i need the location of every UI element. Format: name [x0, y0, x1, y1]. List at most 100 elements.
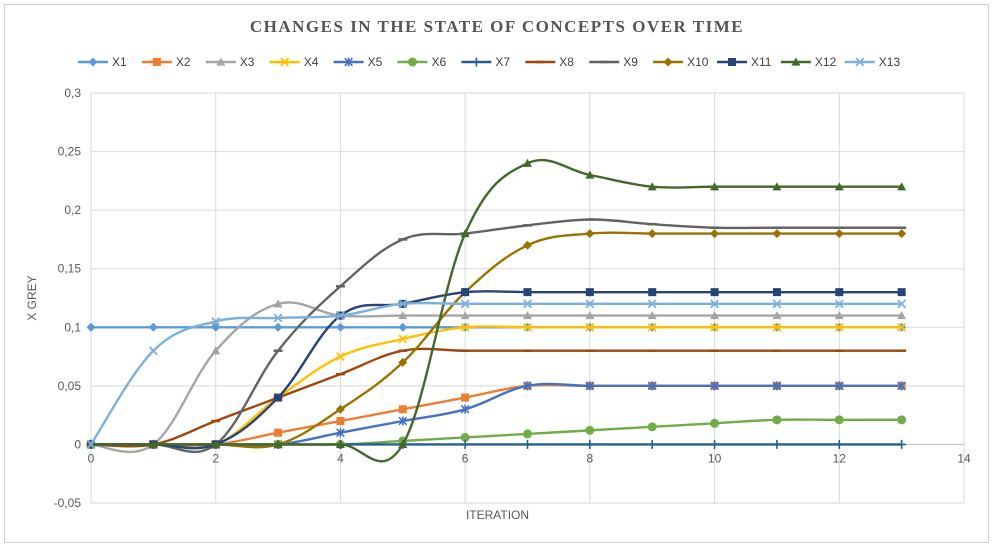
data-point	[834, 415, 844, 425]
data-point	[710, 322, 720, 332]
series-x12	[86, 158, 907, 463]
legend-item-x7: X7	[461, 55, 510, 69]
legend-label: X4	[304, 55, 319, 69]
data-point	[398, 439, 408, 449]
data-point	[344, 57, 353, 67]
data-point	[148, 322, 158, 332]
series-x13	[86, 299, 907, 449]
data-point	[728, 58, 736, 66]
data-point	[460, 229, 470, 238]
data-point	[398, 416, 408, 426]
x-tick-label: 8	[587, 451, 594, 465]
data-point	[460, 432, 470, 442]
series-x10	[86, 229, 907, 449]
data-point	[398, 405, 407, 414]
data-point	[523, 439, 532, 449]
data-point	[274, 428, 283, 437]
data-point	[335, 439, 345, 449]
data-point	[523, 381, 532, 391]
data-point	[834, 299, 844, 309]
legend-item-x12: X12	[780, 55, 837, 69]
data-point	[216, 57, 226, 66]
data-point	[523, 429, 532, 439]
legend-item-x13: X13	[844, 55, 901, 69]
legend-item-x1: X1	[78, 55, 127, 69]
data-point	[523, 240, 532, 250]
data-point	[460, 311, 470, 320]
data-point	[523, 322, 532, 332]
data-point	[772, 381, 782, 391]
data-point	[461, 288, 470, 297]
data-point	[460, 439, 470, 449]
legend-label: X12	[815, 55, 837, 69]
data-point	[460, 404, 470, 414]
chart-title: CHANGES IN THE STATE OF CONCEPTS OVER TI…	[250, 17, 744, 36]
data-point	[855, 57, 865, 67]
data-point	[897, 229, 907, 239]
data-point	[211, 346, 221, 355]
data-point	[772, 415, 782, 425]
data-point	[523, 299, 532, 309]
data-point	[791, 57, 801, 66]
data-point	[897, 288, 906, 297]
data-point	[710, 182, 720, 191]
data-point	[274, 393, 283, 402]
data-point	[273, 299, 283, 308]
data-point	[585, 311, 595, 320]
legend: X1 X2 X3 X4 X5 X6 X7 X8 X9 X10 X11 X12 X13	[78, 55, 900, 69]
y-axis-ticks: -0,05 0 0,05 0,1 0,15 0,2 0,25 0,3	[54, 86, 82, 510]
data-point	[152, 58, 161, 66]
x-axis-ticks: 0 2 4 6 8 10 12 14	[88, 451, 971, 465]
x-tick-label: 6	[462, 451, 469, 465]
data-point	[897, 299, 907, 309]
data-point	[585, 170, 595, 179]
y-tick-label: 0,15	[58, 262, 82, 276]
x-tick-label: 4	[337, 451, 344, 465]
data-point	[585, 322, 595, 332]
data-point	[585, 299, 595, 309]
data-point	[772, 182, 782, 191]
y-tick-label: 0,05	[58, 379, 82, 393]
legend-label: X8	[559, 55, 574, 69]
data-point	[335, 404, 345, 414]
x-tick-label: 10	[708, 451, 722, 465]
data-point	[897, 311, 907, 320]
data-point	[523, 158, 532, 167]
data-point	[647, 299, 657, 309]
data-point	[834, 322, 844, 332]
series-line	[90, 231, 902, 449]
legend-label: X1	[112, 55, 127, 69]
data-point	[471, 57, 481, 67]
data-point	[585, 229, 595, 239]
x-tick-label: 12	[833, 451, 847, 465]
data-point	[86, 439, 96, 449]
legend-label: X13	[879, 55, 901, 69]
x-axis-label: ITERATION	[466, 508, 529, 522]
data-point	[647, 229, 657, 239]
data-point	[772, 299, 782, 309]
data-point	[710, 229, 720, 239]
series-line	[90, 158, 902, 463]
data-point	[647, 439, 657, 449]
data-point	[585, 288, 594, 297]
data-point	[585, 381, 595, 391]
data-point	[461, 393, 470, 402]
data-point	[280, 57, 290, 67]
data-point	[772, 288, 781, 297]
legend-item-x3: X3	[205, 55, 255, 69]
data-point	[772, 229, 782, 239]
data-point	[834, 439, 844, 449]
data-point	[335, 352, 345, 362]
data-point	[710, 299, 720, 309]
data-point	[647, 311, 657, 320]
series-line	[90, 301, 902, 446]
x-tick-label: 2	[212, 451, 219, 465]
data-point	[585, 425, 595, 435]
data-point	[834, 311, 844, 320]
data-point	[835, 288, 844, 297]
data-point	[897, 439, 907, 449]
data-point	[647, 381, 657, 391]
data-point	[897, 182, 907, 191]
chart-frame	[4, 4, 989, 543]
